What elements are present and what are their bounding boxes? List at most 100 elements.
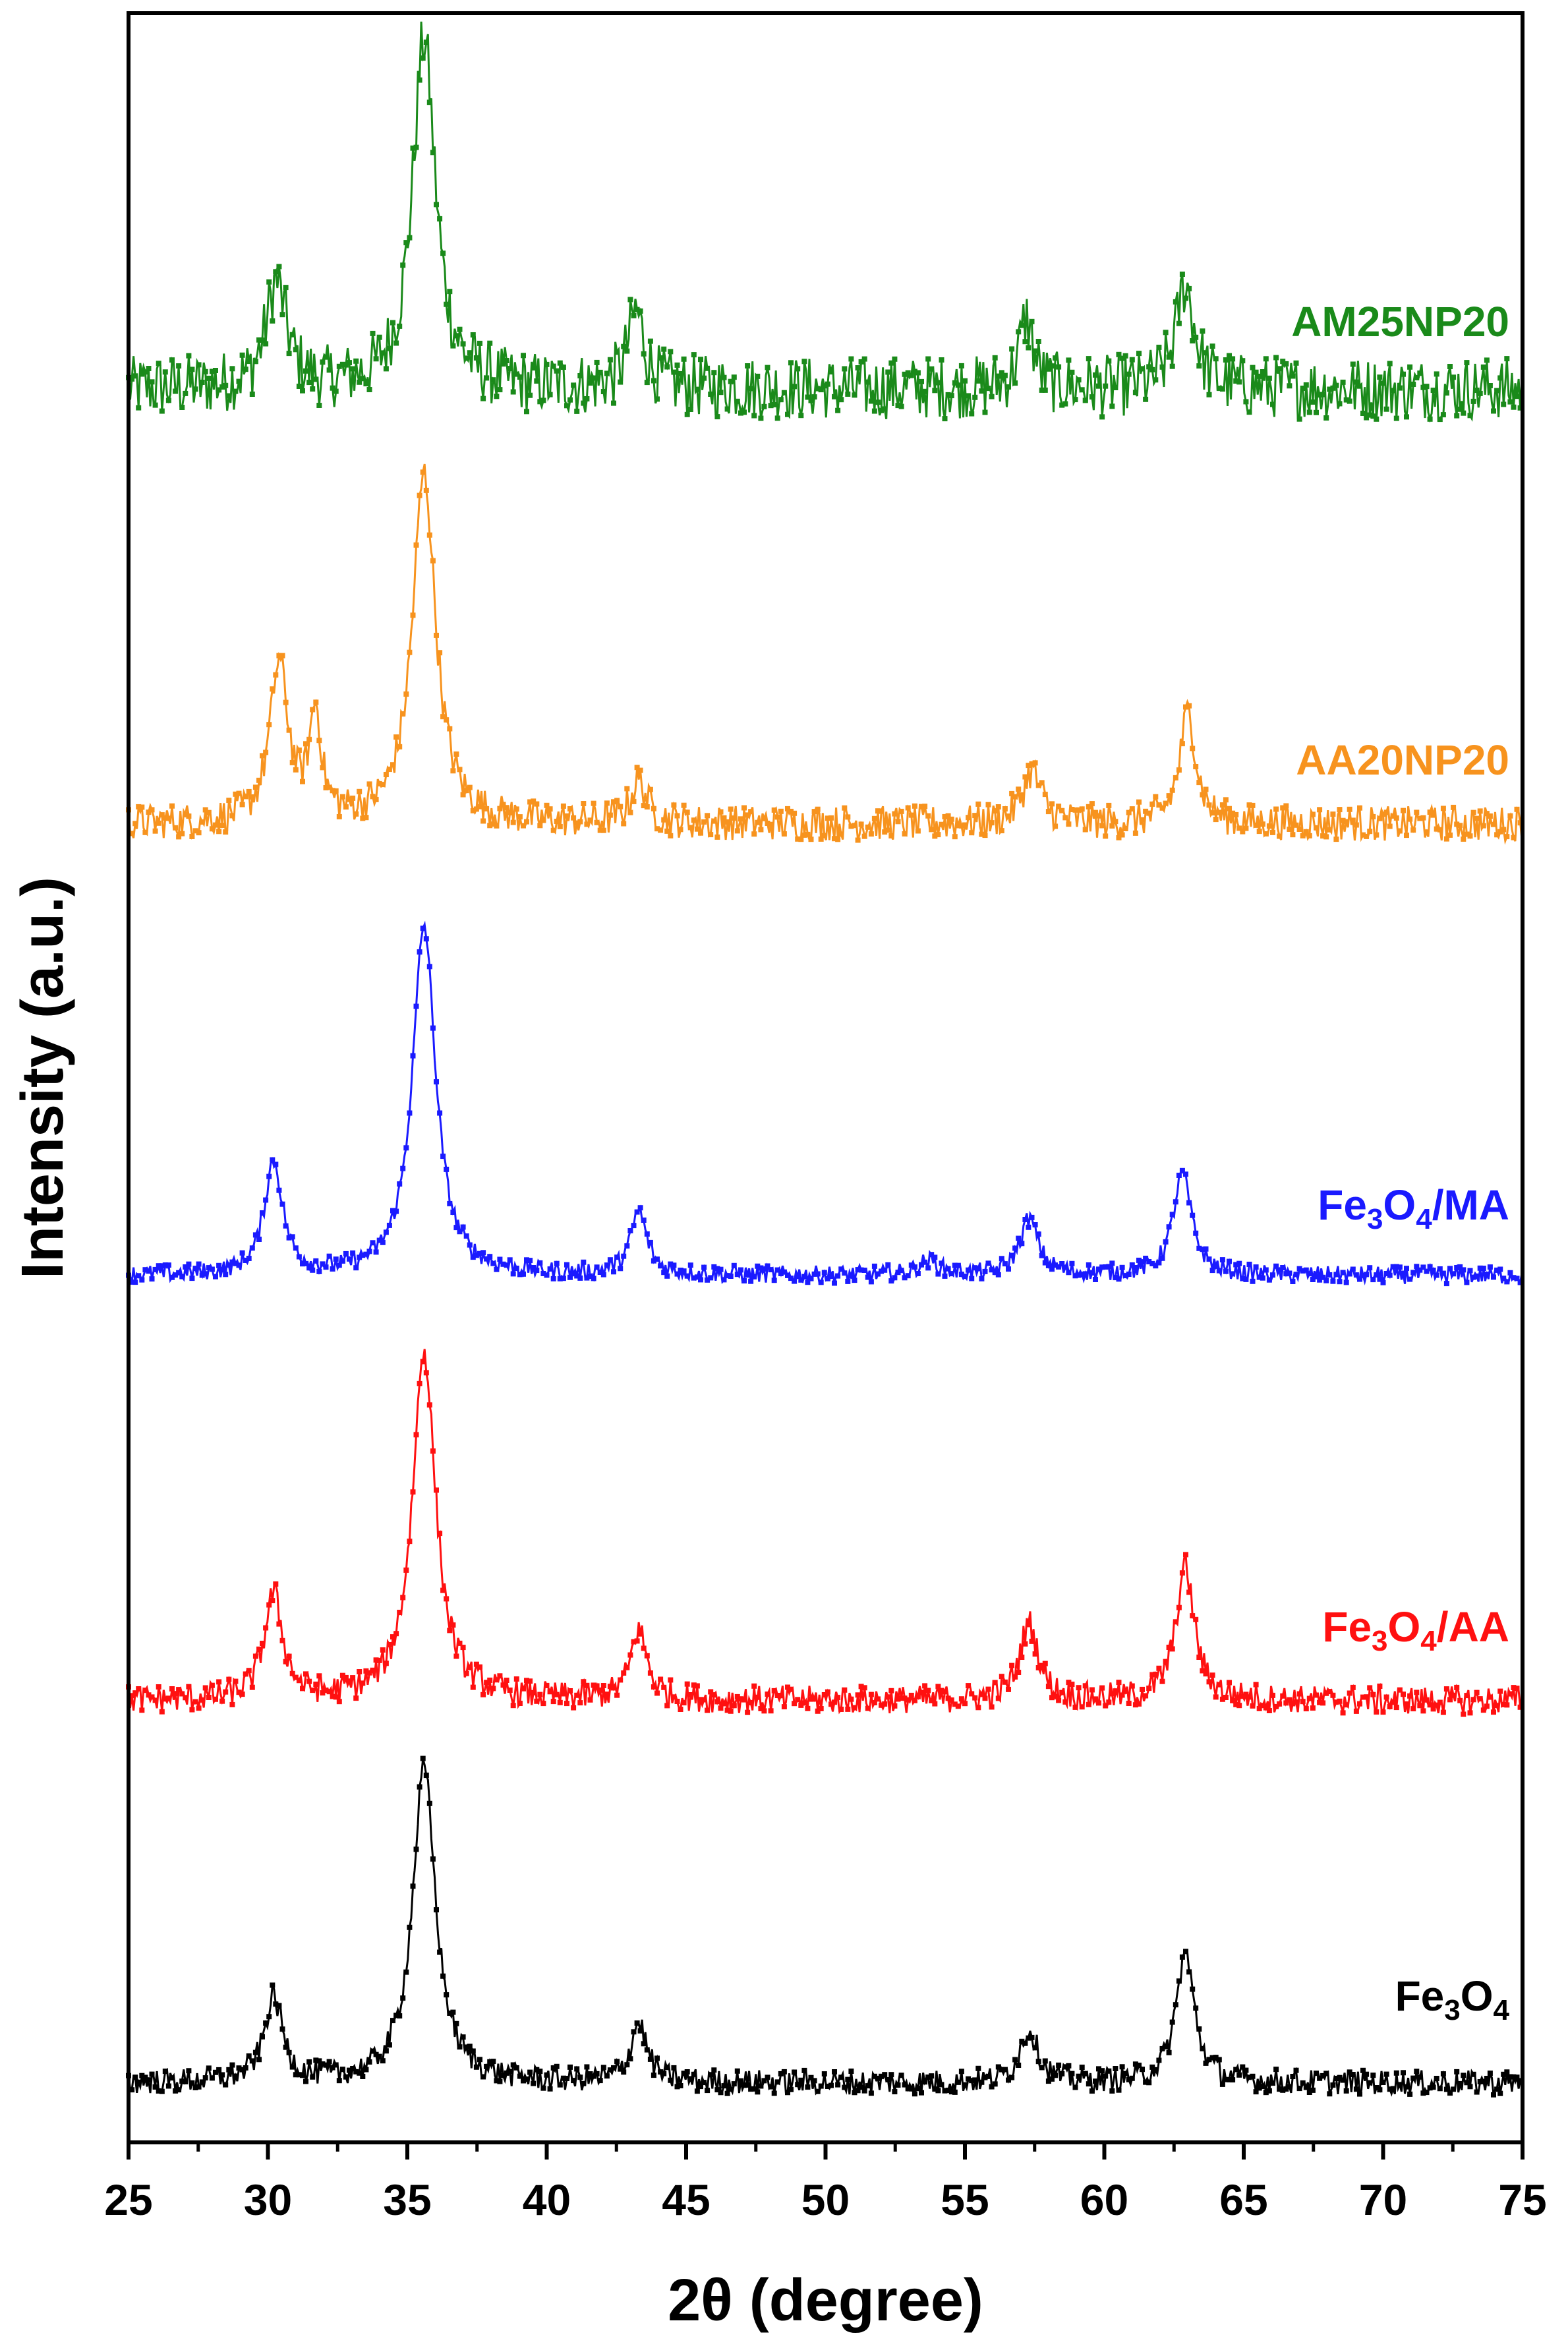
data-point <box>326 367 332 373</box>
data-point <box>360 376 366 382</box>
data-point <box>651 1684 656 1690</box>
data-point <box>698 1277 703 1283</box>
data-point <box>1464 2080 1470 2086</box>
data-point <box>1380 1279 1386 1285</box>
data-point <box>611 799 616 805</box>
data-point <box>1266 375 1272 381</box>
data-point <box>139 371 145 377</box>
data-point <box>156 1263 161 1269</box>
data-point <box>1434 826 1439 832</box>
data-point <box>1129 1683 1135 1689</box>
data-point <box>1016 1670 1022 1675</box>
data-point <box>1397 2082 1403 2088</box>
data-point <box>711 2067 717 2073</box>
data-point <box>1306 2090 1312 2095</box>
data-point <box>473 2064 479 2070</box>
data-point <box>1026 345 1031 351</box>
data-point <box>1243 2067 1249 2073</box>
data-point <box>1277 1267 1283 1273</box>
series-line <box>127 1758 1523 2097</box>
data-point <box>979 2079 985 2085</box>
data-point <box>497 1256 503 1262</box>
data-point <box>1183 1171 1188 1177</box>
data-point <box>1263 1705 1269 1711</box>
series-label-part: Fe <box>1395 1972 1445 2020</box>
data-point <box>252 1232 258 1238</box>
data-point <box>1213 2055 1219 2061</box>
data-point <box>1240 1276 1246 1281</box>
data-point <box>1296 827 1302 832</box>
data-point <box>557 823 563 829</box>
data-point <box>534 2067 540 2073</box>
series-layer <box>126 21 1523 2098</box>
data-point <box>313 2057 319 2063</box>
data-point <box>1390 1699 1396 1705</box>
data-point <box>1132 1265 1138 1270</box>
data-point <box>1404 1266 1409 1272</box>
data-point <box>1367 1685 1373 1691</box>
series-line <box>127 463 1523 845</box>
data-point <box>521 823 526 829</box>
data-point <box>1256 829 1262 835</box>
data-point <box>1223 1695 1229 1700</box>
data-point <box>637 767 643 773</box>
data-point <box>430 558 436 564</box>
data-point <box>1173 775 1178 780</box>
data-point <box>132 2074 138 2080</box>
data-point <box>246 2053 252 2059</box>
data-point <box>1246 1694 1252 1700</box>
data-point <box>1049 2076 1055 2082</box>
data-point <box>871 815 877 821</box>
data-point <box>189 1707 195 1713</box>
data-point <box>1183 704 1188 710</box>
data-point <box>417 1784 422 1790</box>
data-point <box>745 2082 751 2088</box>
data-point <box>1066 2063 1072 2069</box>
data-point <box>554 368 560 374</box>
data-point <box>624 786 630 792</box>
data-point <box>761 815 767 821</box>
data-point <box>233 388 239 394</box>
data-point <box>842 1270 848 1276</box>
data-point <box>969 1691 975 1697</box>
data-point <box>805 831 811 837</box>
data-point <box>1169 1212 1175 1218</box>
x-tick-label: 65 <box>1219 2175 1267 2224</box>
data-point <box>1193 1230 1199 1236</box>
data-point <box>1511 404 1517 410</box>
data-point <box>898 403 904 409</box>
data-point <box>627 297 633 303</box>
data-point <box>223 2082 229 2088</box>
data-point <box>868 1279 874 1285</box>
data-point <box>393 2013 399 2018</box>
series-label-part: Fe <box>1322 1603 1372 1651</box>
data-point <box>574 1692 580 1698</box>
data-point <box>1317 392 1323 398</box>
data-point <box>1470 398 1476 404</box>
data-point <box>1293 360 1299 366</box>
data-point <box>1260 369 1265 374</box>
data-point <box>935 832 941 838</box>
data-point <box>1236 825 1242 831</box>
data-point <box>1076 1685 1082 1691</box>
data-point <box>507 1257 513 1263</box>
data-point <box>1374 2085 1379 2090</box>
data-point <box>641 2041 647 2047</box>
data-point <box>1042 1260 1048 1266</box>
data-point <box>1494 2086 1500 2092</box>
data-point <box>1511 835 1517 840</box>
data-point <box>537 1260 543 1266</box>
data-point <box>490 377 496 383</box>
data-point <box>1393 1705 1399 1711</box>
data-point <box>393 734 399 740</box>
data-point <box>724 1273 730 1279</box>
data-point <box>233 791 239 797</box>
data-point <box>1437 1266 1443 1272</box>
data-point <box>1454 413 1460 419</box>
data-point <box>1397 1687 1403 1693</box>
data-point <box>637 1631 643 1637</box>
data-point <box>504 1262 509 1268</box>
data-point <box>1280 805 1286 811</box>
data-point <box>771 401 777 407</box>
data-point <box>1287 1270 1292 1276</box>
